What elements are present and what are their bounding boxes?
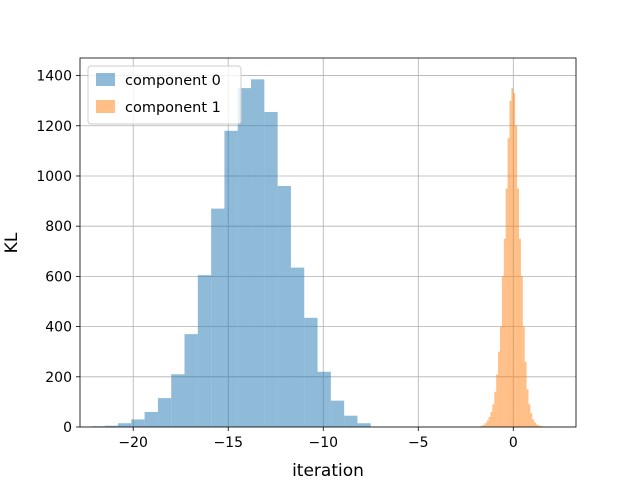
- histogram-bar: [534, 422, 537, 427]
- histogram-bar: [480, 425, 483, 427]
- histogram-bar: [488, 416, 491, 427]
- histogram-bar: [251, 79, 265, 427]
- histogram-bar: [211, 208, 225, 427]
- histogram-bar: [330, 400, 345, 427]
- histogram-bar: [536, 424, 538, 427]
- histogram-bar: [503, 238, 506, 427]
- series-component-1: [479, 88, 550, 428]
- histogram-bar: [104, 425, 119, 427]
- histogram-bar: [290, 267, 305, 427]
- histogram-bar: [277, 186, 291, 427]
- y-tick-label: 1200: [36, 119, 72, 135]
- legend-label-component-0: component 0: [125, 73, 221, 89]
- histogram-bar: [317, 371, 331, 427]
- x-tick-label: −10: [308, 435, 338, 451]
- histogram-bar: [524, 361, 527, 427]
- histogram-bar: [344, 415, 358, 427]
- x-tick-label: −15: [213, 435, 243, 451]
- histogram-bar: [484, 423, 487, 427]
- histogram-bar: [511, 88, 514, 428]
- histogram-bar: [537, 425, 540, 427]
- histogram-bar: [528, 404, 531, 427]
- histogram-bar: [304, 317, 318, 427]
- histogram-bar: [494, 391, 497, 427]
- histogram-bar: [498, 351, 500, 427]
- histogram-bar: [532, 419, 535, 427]
- histogram-bar: [520, 276, 523, 427]
- legend-swatch-component-1: [96, 100, 115, 113]
- histogram-bar: [357, 423, 371, 427]
- legend-label-component-1: component 1: [125, 100, 221, 116]
- histogram-bar: [171, 374, 185, 427]
- y-tick-label: 800: [45, 219, 72, 235]
- histogram-bar: [482, 424, 485, 427]
- histogram-bar: [264, 111, 278, 427]
- histogram-bar: [513, 93, 516, 428]
- y-tick-label: 1000: [36, 169, 72, 185]
- histogram-bar: [157, 398, 172, 427]
- y-tick-label: 600: [45, 269, 72, 285]
- histogram-bar: [197, 275, 212, 427]
- histogram-bar: [118, 423, 132, 427]
- histogram-bar: [496, 374, 499, 427]
- x-tick-label: −5: [408, 435, 429, 451]
- histogram-bar: [505, 188, 508, 427]
- y-axis-label: KL: [2, 232, 22, 253]
- x-tick-label: 0: [509, 435, 518, 451]
- y-axis-ticks: 0 200 400 600 800 1000 1200 1400: [36, 69, 80, 436]
- histogram-bar: [144, 411, 158, 427]
- histogram-bar: [530, 413, 533, 427]
- histogram-bars: [91, 79, 550, 428]
- histogram-bar: [539, 425, 542, 427]
- histogram-bar: [526, 389, 529, 427]
- histogram-bar: [486, 420, 489, 427]
- x-axis-ticks: −20 −15 −10 −5 0: [118, 427, 518, 451]
- histogram-bar: [518, 238, 521, 427]
- histogram-bar: [499, 326, 502, 427]
- histogram-bar: [501, 276, 504, 427]
- x-axis-label: iteration: [292, 461, 364, 480]
- y-tick-label: 200: [45, 370, 72, 386]
- histogram-bar: [517, 188, 519, 427]
- legend-box: [87, 65, 242, 125]
- series-component-0: [91, 79, 371, 428]
- histogram-bar: [507, 138, 510, 427]
- histogram-bar: [224, 130, 238, 428]
- y-tick-label: 1400: [36, 69, 72, 85]
- histogram-bar: [184, 334, 198, 427]
- histogram-bar: [131, 419, 145, 427]
- histogram-bar: [490, 411, 493, 427]
- legend-swatch-component-0: [96, 73, 115, 86]
- y-tick-label: 400: [45, 320, 72, 336]
- x-tick-label: −20: [118, 435, 148, 451]
- histogram-bar: [237, 88, 252, 428]
- histogram-bar: [509, 100, 512, 428]
- histogram-bar: [515, 125, 518, 427]
- plot-frame: [79, 57, 577, 428]
- legend: component 0 component 1: [87, 65, 242, 125]
- histogram-bar: [522, 326, 525, 427]
- histogram-bar: [492, 404, 495, 427]
- y-tick-label: 0: [63, 420, 72, 436]
